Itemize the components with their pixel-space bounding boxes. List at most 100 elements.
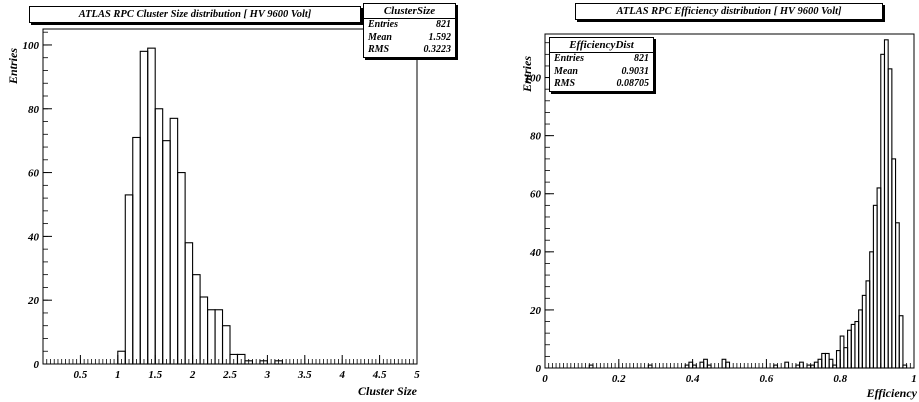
efficiency-stats-box: EfficiencyDist Entries 821 Mean 0.9031 R… [549, 37, 654, 92]
histogram-bar [699, 361, 705, 369]
histogram-bar [861, 294, 867, 369]
histogram-bar [835, 350, 841, 369]
histogram-bar [132, 136, 141, 365]
histogram-bars [588, 39, 908, 369]
cluster-size-title: ATLAS RPC Cluster Size distribution [ HV… [29, 6, 361, 23]
stats-value: 821 [436, 19, 451, 30]
x-tick-label: 3 [264, 369, 271, 381]
histogram-bar [847, 329, 852, 369]
histogram-bar [876, 187, 882, 369]
histogram-bar [887, 68, 893, 369]
histogram-bar [799, 361, 804, 369]
cluster-size-panel: 0 20 40 60 80 100 0.5 1 1.5 2 2.5 3 3.5 4 4.5 5 ATLAS R… [6, 3, 456, 398]
histogram-bar [124, 194, 134, 365]
histogram-bar [214, 309, 224, 365]
histogram-bar [817, 358, 823, 369]
stats-label: Mean [368, 31, 392, 43]
y-tick-label: 20 [529, 305, 542, 317]
y-tick-label: 60 [28, 168, 40, 180]
histogram-bar [854, 320, 860, 369]
histogram-bar [821, 352, 826, 369]
x-tick-label: 5 [414, 369, 420, 381]
histogram-bar [773, 364, 779, 369]
histogram-bar [795, 364, 801, 369]
histogram-bar [865, 280, 871, 369]
x-tick-label: 3.5 [297, 369, 312, 381]
plot-frame [42, 28, 418, 365]
histogram-bar [147, 47, 156, 365]
stats-row-entries: Entries 821 [550, 53, 653, 66]
efficiency-title: ATLAS RPC Efficiency distribution [ HV 9… [575, 3, 883, 20]
histogram-bar [221, 325, 231, 365]
histogram-bar [177, 172, 186, 365]
y-tick-label: 100 [23, 40, 40, 52]
histogram-bar [184, 242, 194, 365]
histogram-bar [869, 251, 874, 369]
x-tick-label: 0.2 [612, 373, 626, 385]
histogram-bar [721, 358, 727, 369]
histogram-bar [872, 204, 878, 369]
x-tick-label: 0.5 [74, 369, 88, 381]
x-tick-label: 4.5 [372, 369, 387, 381]
stats-value: 0.9031 [621, 65, 650, 77]
histogram-bar [891, 158, 897, 369]
y-tick-label: 80 [530, 131, 542, 143]
x-tick-label: 0.4 [686, 373, 700, 385]
histogram-bar [199, 296, 209, 365]
x-tick-label: 4 [338, 369, 345, 381]
histogram-bar [647, 364, 653, 369]
histogram-bar [832, 364, 838, 369]
histogram-bar [813, 361, 819, 369]
histogram-bar [894, 222, 900, 369]
cluster-size-xlabel: Cluster Size [357, 384, 417, 398]
histogram-bar [839, 335, 845, 369]
x-tick-label: 1.5 [148, 369, 162, 381]
stats-row-mean: Mean 0.9031 [550, 66, 653, 79]
y-tick-label: 40 [529, 247, 542, 259]
stats-row-rms: RMS 0.08705 [550, 78, 653, 91]
histogram-bar [898, 315, 904, 369]
histogram-bar [684, 364, 690, 369]
efficiency-ylabel: Entries [520, 55, 534, 92]
histogram-bar [207, 309, 216, 365]
histogram-bar [588, 364, 594, 369]
stats-label: RMS [554, 78, 576, 89]
stats-label: Mean [554, 65, 578, 77]
histogram-bar [880, 53, 886, 369]
histogram-bar [688, 361, 694, 369]
stats-value: 1.592 [428, 31, 452, 43]
histogram-bar [806, 364, 812, 369]
histogram-bar [850, 323, 856, 369]
y-tick-label: 100 [525, 73, 542, 85]
histogram-bar [703, 358, 708, 369]
efficiency-histogram: 0 20 40 60 80 100 0 0.2 0.4 0.6 0.8 1 [525, 33, 917, 385]
histogram-bar [725, 361, 731, 369]
stats-value: 0.08705 [616, 78, 650, 89]
stats-box-title: ClusterSize [364, 4, 455, 19]
efficiency-panel: 0 20 40 60 80 100 0 0.2 0.4 0.6 0.8 1 ATLAS RPC Eff… [460, 0, 919, 402]
x-tick-label: 1 [911, 373, 917, 385]
x-tick-label: 0 [542, 373, 548, 385]
x-tick-label: 2.5 [222, 369, 237, 381]
cluster-size-ylabel: Entries [6, 47, 20, 84]
stats-label: Entries [368, 19, 399, 30]
histogram-bar [139, 50, 149, 365]
x-tick-label: 1 [115, 369, 121, 381]
stats-label: RMS [368, 44, 390, 55]
histogram-bar [828, 358, 834, 369]
y-tick-label: 60 [530, 189, 542, 201]
histogram-bar [169, 117, 179, 365]
x-tick-label: 2 [189, 369, 196, 381]
stats-value: 821 [634, 53, 649, 64]
stats-value: 0.3223 [423, 44, 452, 55]
y-tick-label: 0 [34, 359, 40, 371]
y-tick-label: 40 [27, 231, 40, 243]
histogram-bar [154, 108, 164, 365]
stats-row-mean: Mean 1.592 [364, 32, 455, 45]
histogram-bar [692, 364, 697, 369]
histogram-bar [824, 352, 830, 369]
stats-row-rms: RMS 0.3223 [364, 44, 455, 57]
cluster-size-histogram: 0 20 40 60 80 100 0.5 1 1.5 2 2.5 3 3.5 4 4.5 5 [23, 28, 420, 381]
cluster-size-stats-box: ClusterSize Entries 821 Mean 1.592 RMS 0… [363, 3, 456, 58]
histogram-bar [784, 361, 790, 369]
